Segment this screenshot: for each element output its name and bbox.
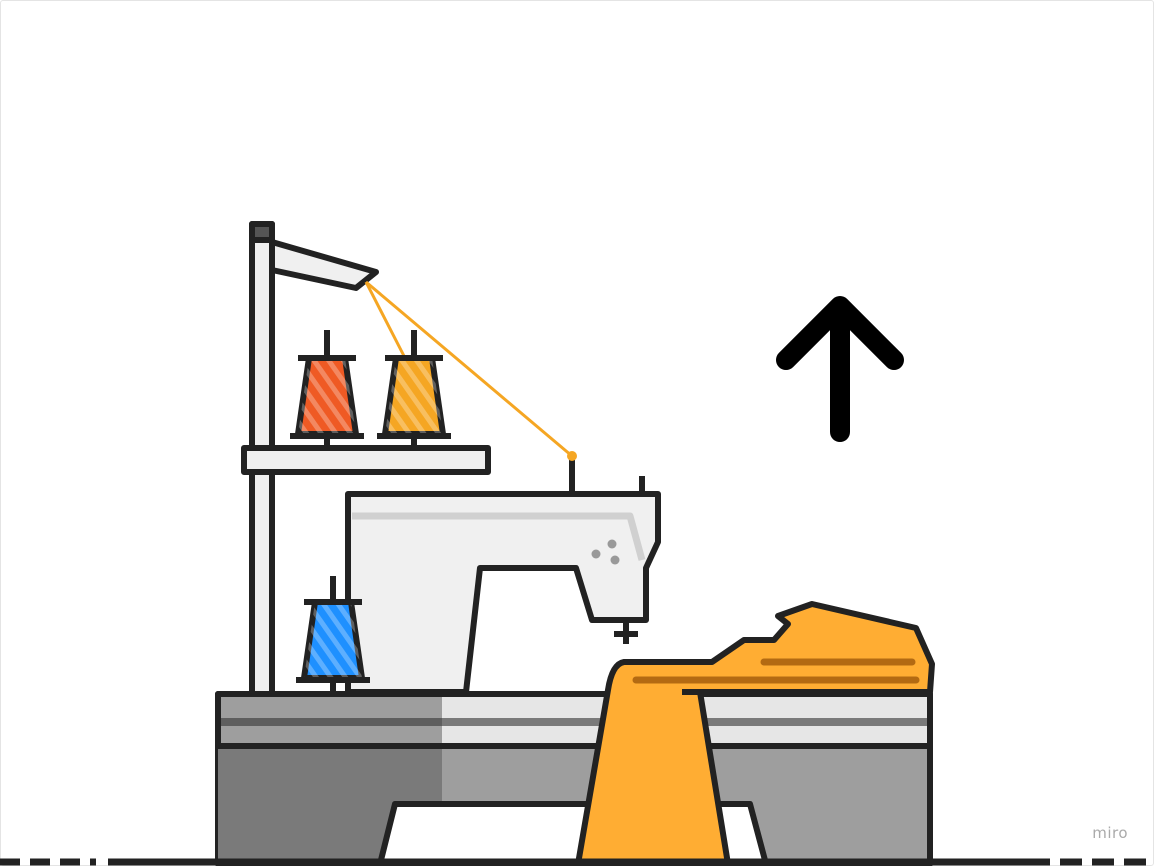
sewing-machine-icon — [345, 451, 661, 695]
spool-red — [290, 330, 364, 446]
arrow-up-icon — [776, 296, 904, 442]
thread-lines — [364, 280, 573, 458]
spool-orange — [377, 330, 451, 446]
sewing-table — [215, 691, 933, 866]
miro-watermark: miro — [1092, 824, 1128, 842]
thread-stand — [241, 221, 491, 697]
spool-blue — [296, 576, 370, 692]
